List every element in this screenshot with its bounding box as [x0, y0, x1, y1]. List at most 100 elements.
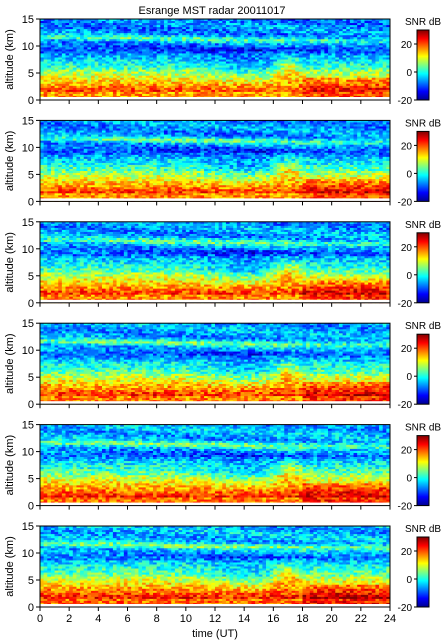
heatmap-cell	[149, 41, 154, 44]
heatmap-cell	[331, 35, 336, 38]
heatmap-cell	[320, 63, 325, 66]
heatmap-cell	[116, 69, 121, 73]
heatmap-cell	[269, 77, 274, 81]
heatmap-cell	[225, 67, 230, 71]
heatmap-cell	[182, 53, 187, 56]
heatmap-cell	[215, 55, 220, 58]
heatmap-cell	[182, 43, 187, 46]
heatmap-cell	[258, 77, 263, 81]
heatmap-cell	[207, 89, 212, 93]
heatmap-cell	[98, 53, 103, 56]
heatmap-cell	[153, 45, 158, 48]
heatmap-cell	[207, 91, 212, 95]
heatmap-cell	[43, 29, 48, 32]
heatmap-cell	[112, 79, 117, 83]
heatmap-cell	[276, 49, 282, 52]
heatmap-cell	[295, 29, 300, 32]
heatmap-cell	[258, 87, 263, 91]
heatmap-cell	[156, 61, 161, 64]
heatmap-cell	[236, 93, 241, 97]
heatmap-cell	[338, 53, 344, 56]
heatmap-cell	[58, 65, 63, 68]
heatmap-cell	[182, 69, 187, 73]
heatmap-cell	[91, 65, 96, 68]
heatmap-cell	[225, 29, 230, 32]
heatmap-cell	[335, 85, 340, 89]
heatmap-cell	[40, 59, 45, 62]
heatmap-cell	[200, 27, 205, 30]
heatmap-cell	[331, 75, 336, 79]
heatmap-cell	[185, 43, 190, 46]
heatmap-cell	[357, 43, 362, 46]
heatmap-cell	[331, 21, 336, 24]
heatmap-cell	[101, 93, 107, 97]
heatmap-cell	[40, 33, 45, 36]
heatmap-cell	[240, 87, 245, 91]
heatmap-cell	[353, 93, 358, 97]
heatmap-cell	[229, 27, 234, 30]
heatmap-cell	[244, 51, 249, 54]
heatmap-cell	[47, 69, 52, 73]
heatmap-cell	[58, 41, 63, 44]
heatmap-cell	[328, 37, 333, 40]
heatmap-cell	[47, 47, 52, 50]
heatmap-cell	[109, 65, 114, 68]
heatmap-cell	[328, 45, 333, 48]
heatmap-cell	[65, 85, 70, 89]
heatmap-cell	[313, 41, 318, 44]
heatmap-cell	[342, 27, 347, 30]
heatmap-cell	[324, 75, 329, 79]
heatmap-cell	[182, 37, 187, 40]
heatmap-cell	[116, 27, 121, 30]
heatmap-cell	[72, 47, 77, 50]
heatmap-cell	[338, 79, 344, 83]
heatmap-cell	[91, 57, 96, 60]
heatmap-cell	[145, 57, 150, 60]
heatmap-cell	[324, 43, 329, 46]
heatmap-cell	[200, 55, 205, 58]
heatmap-cell	[156, 89, 161, 93]
heatmap-cell	[302, 37, 307, 40]
heatmap-cell	[47, 43, 52, 46]
heatmap-cell	[40, 93, 45, 97]
heatmap-cell	[244, 81, 249, 85]
heatmap-cell	[145, 75, 150, 79]
heatmap-cell	[342, 47, 347, 50]
heatmap-cell	[258, 83, 263, 87]
heatmap-cell	[105, 61, 110, 64]
heatmap-cell	[116, 63, 121, 66]
heatmap-cell	[123, 85, 128, 89]
heatmap-cell	[65, 63, 70, 66]
heatmap-cell	[346, 63, 351, 66]
heatmap-cell	[222, 93, 227, 97]
heatmap-cell	[324, 19, 329, 22]
heatmap-cell	[251, 73, 256, 77]
heatmap-cell	[320, 37, 325, 40]
heatmap-cell	[229, 73, 234, 77]
heatmap-cell	[262, 31, 267, 34]
heatmap-cell	[116, 23, 121, 26]
heatmap-cell	[291, 21, 296, 24]
heatmap-cell	[116, 57, 121, 60]
y-tick-label: 0	[28, 95, 34, 107]
heatmap-cell	[313, 73, 318, 77]
heatmap-cell	[240, 61, 245, 64]
heatmap-cell	[291, 23, 296, 26]
heatmap-cell	[145, 31, 150, 34]
heatmap-cell	[313, 61, 318, 64]
heatmap-cell	[342, 81, 347, 85]
heatmap-cell	[276, 23, 282, 26]
heatmap-cell	[331, 43, 336, 46]
heatmap-cell	[207, 73, 212, 77]
heatmap-cell	[134, 71, 139, 75]
heatmap-cell	[306, 35, 311, 38]
heatmap-cell	[276, 71, 282, 75]
heatmap-cell	[225, 43, 230, 46]
heatmap-cell	[346, 21, 351, 24]
heatmap-cell	[306, 39, 311, 42]
heatmap-cell	[189, 51, 194, 54]
heatmap-cell	[171, 93, 176, 97]
heatmap-cell	[262, 45, 267, 48]
heatmap-cell	[295, 93, 300, 97]
heatmap-cell	[302, 67, 307, 71]
